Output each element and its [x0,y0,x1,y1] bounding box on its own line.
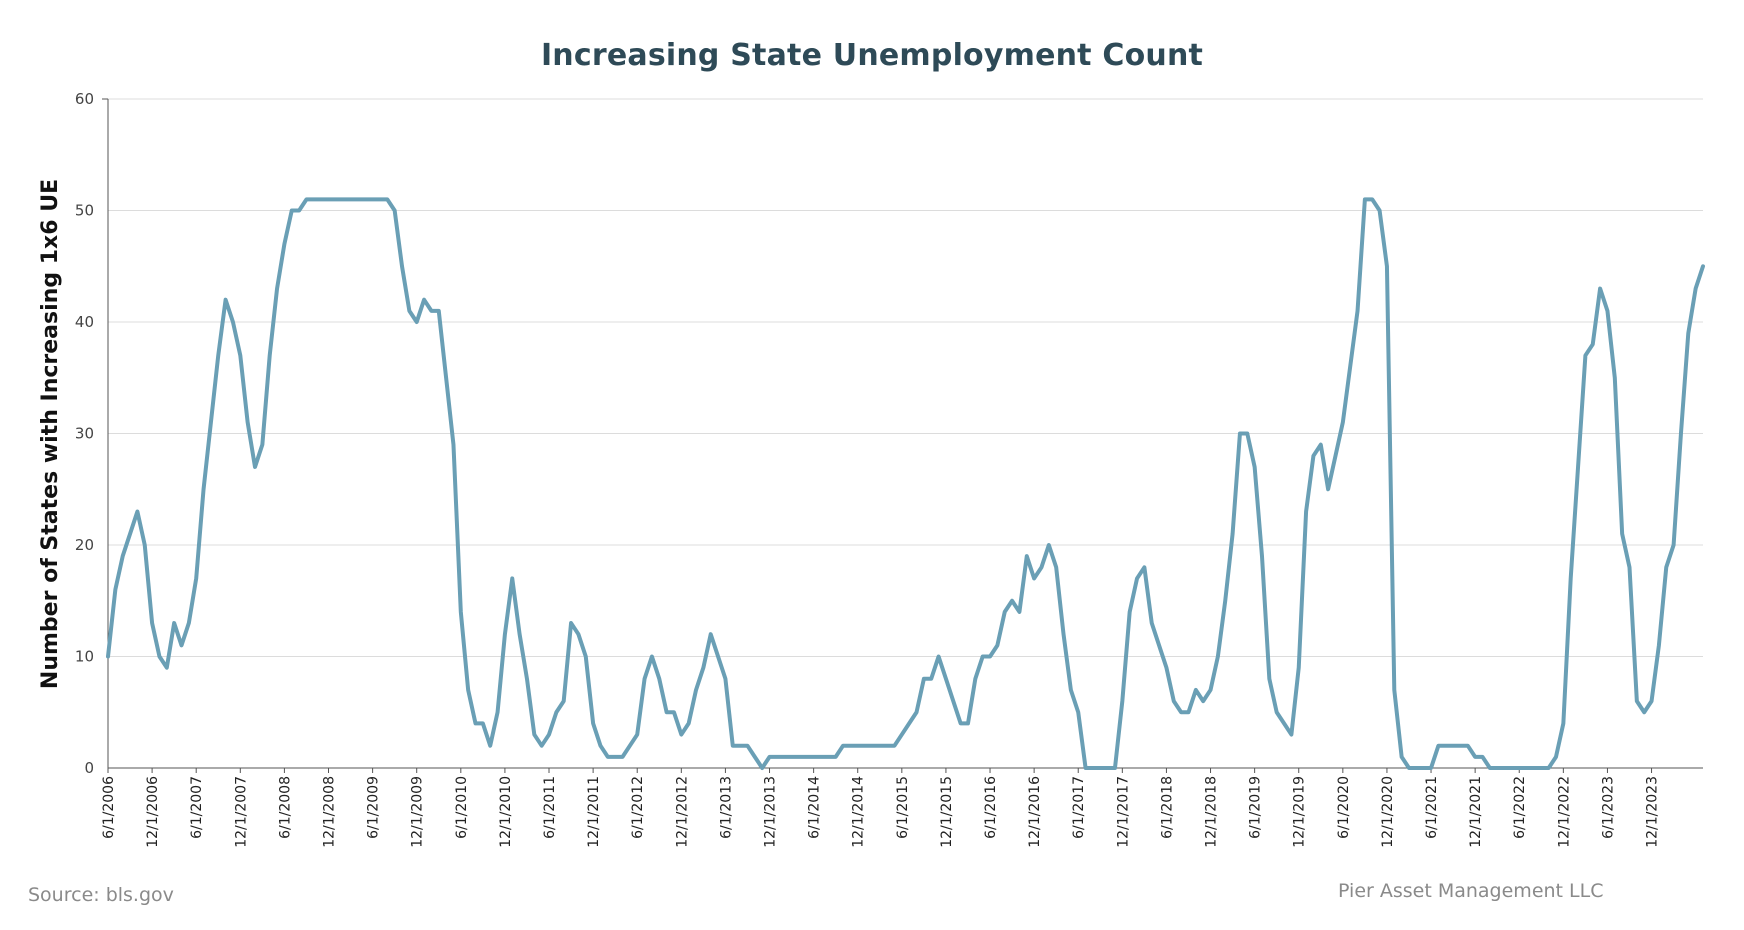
chart-title: Increasing State Unemployment Count [540,38,1204,73]
x-tick-label: 12/1/2015 [939,776,955,848]
y-tick-labels: 0 10 20 30 40 50 60 [75,90,94,777]
x-tick-labels: 6/1/2006 12/1/2006 6/1/2007 12/1/2007 6/1/20… [101,776,1661,848]
x-tick-label: 6/1/2021 [1424,776,1440,839]
x-tick-label: 6/1/2020 [1336,776,1352,839]
x-tick-label: 12/1/2010 [498,776,514,848]
x-tick-label: 6/1/2019 [1248,776,1264,839]
x-tick-label: 12/1/2013 [763,776,779,848]
x-tick-label: 12/1/2011 [586,776,602,848]
x-tick-label: 6/1/2011 [542,776,558,839]
gridlines [108,98,1703,657]
x-tick-label: 12/1/2016 [1027,776,1043,848]
y-tick-label: 20 [75,536,94,554]
x-tick-label: 6/1/2008 [277,776,293,839]
x-tick-label: 12/1/2021 [1468,776,1484,848]
y-axis-label: Number of States with Increasing 1x6 UE [38,179,63,689]
x-tick-label: 6/1/2015 [895,776,911,839]
x-tick-label: 6/1/2006 [101,776,117,839]
x-tick-label: 12/1/2018 [1204,776,1220,848]
x-tick-label: 12/1/2009 [410,776,426,848]
x-tick-label: 6/1/2013 [718,776,734,839]
x-tick-label: 12/1/2014 [851,776,867,848]
x-tick-label: 6/1/2009 [366,776,382,839]
x-tick-label: 12/1/2007 [233,776,249,848]
x-tick-label: 6/1/2022 [1512,776,1528,839]
y-tick-label: 60 [75,90,94,108]
x-tick-label: 6/1/2007 [189,776,205,839]
y-tick-label: 10 [75,648,94,666]
x-tick-label: 6/1/2010 [454,776,470,839]
x-tick-label: 6/1/2017 [1071,776,1087,839]
y-tick-label: 40 [75,313,94,331]
x-tick-label: 12/1/2020 [1380,776,1396,848]
series-layer [106,197,1705,770]
x-tick-label: 12/1/2019 [1292,776,1308,848]
y-tick-label: 0 [84,759,94,777]
series-line [106,197,1705,770]
y-tick-label: 50 [75,202,94,220]
x-tick-label: 6/1/2014 [807,776,823,839]
x-tick-label: 12/1/2006 [145,776,161,848]
y-tick-label: 30 [75,425,94,443]
x-tick-label: 12/1/2022 [1556,776,1572,848]
source-note: Source: bls.gov [28,884,174,906]
x-tick-label: 6/1/2012 [630,776,646,839]
brand-note: Pier Asset Management LLC [1338,880,1604,902]
x-tick-label: 6/1/2016 [983,776,999,839]
x-tick-label: 6/1/2018 [1159,776,1175,839]
x-tick-label: 12/1/2017 [1115,776,1131,848]
x-tick-label: 6/1/2023 [1600,776,1616,839]
x-tick-label: 12/1/2023 [1645,776,1661,848]
x-tick-label: 12/1/2008 [322,776,338,848]
x-tick-label: 12/1/2012 [674,776,690,848]
